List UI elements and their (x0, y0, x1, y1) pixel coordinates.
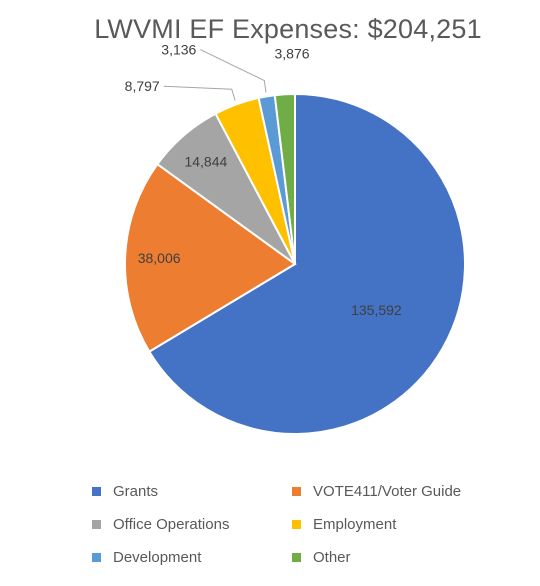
legend-item-4: Development (92, 548, 292, 567)
legend-swatch-4 (92, 553, 101, 562)
legend-label-1: VOTE411/Voter Guide (313, 483, 462, 500)
pie-slice-5 (273, 92, 296, 265)
legend-item-3: Employment (292, 515, 512, 534)
legend-label-4: Development (113, 549, 202, 566)
legend-label-5: Other (313, 549, 351, 566)
pie-slice-0 (147, 92, 466, 435)
data-label-4: 3,136 (161, 42, 196, 58)
legend-swatch-3 (292, 520, 301, 529)
data-label-0: 135,592 (351, 302, 402, 318)
legend-label-2: Office Operations (113, 516, 230, 533)
pie-slice-1 (124, 162, 297, 353)
leader-line-3 (163, 85, 236, 101)
legend-label-3: Employment (313, 516, 397, 533)
legend-item-1: VOTE411/Voter Guide (292, 482, 512, 501)
legend-swatch-1 (292, 487, 301, 496)
legend-item-5: Other (292, 548, 512, 567)
legend-label-0: Grants (113, 483, 159, 500)
data-label-3: 8,797 (125, 78, 160, 94)
data-label-5: 3,876 (275, 45, 310, 61)
legend-item-0: Grants (92, 482, 292, 501)
chart-title: LWVMI EF Expenses: $204,251 (94, 14, 482, 44)
legend: Grants VOTE411/Voter Guide Office Operatio… (92, 482, 512, 567)
legend-item-2: Office Operations (92, 515, 292, 534)
pie-chart: 135,592 38,006 14,844 8,797 3,136 3,876 (124, 42, 466, 435)
legend-swatch-2 (92, 520, 101, 529)
leader-line-4 (200, 49, 267, 93)
legend-swatch-5 (292, 553, 301, 562)
data-label-2: 14,844 (184, 153, 227, 169)
data-label-1: 38,006 (138, 250, 181, 266)
legend-swatch-0 (92, 487, 101, 496)
